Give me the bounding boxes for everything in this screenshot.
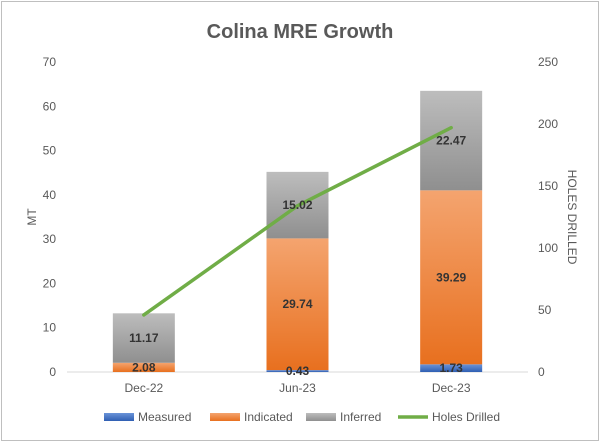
y2-tick-label: 200 [538, 117, 558, 131]
y2-tick-label: 100 [538, 241, 558, 255]
chart-title: Colina MRE Growth [207, 21, 394, 43]
data-label: 39.29 [436, 270, 466, 284]
line-holes-drilled [142, 125, 453, 317]
legend-swatch [306, 413, 336, 421]
bar-indicated [266, 238, 329, 371]
y-tick-label: 70 [43, 55, 57, 69]
data-labels: 2.08 11.17 0.43 29.74 15.02 1.73 39.29 22.47 [129, 134, 466, 378]
bar-indicated [420, 190, 483, 365]
y-axis-ticks: 0 10 20 30 40 50 60 70 [43, 55, 57, 379]
legend-label: Indicated [244, 410, 293, 424]
y2-axis-ticks: 0 50 100 150 200 250 [538, 55, 558, 379]
data-label: 29.74 [282, 297, 312, 311]
y-tick-label: 30 [43, 232, 57, 246]
y2-tick-label: 250 [538, 55, 558, 69]
legend: Measured Indicated Inferred Holes Drilled [104, 410, 500, 424]
legend-swatch [104, 413, 134, 421]
legend-swatch [210, 413, 240, 421]
data-label: 11.17 [129, 331, 159, 345]
y-tick-label: 20 [43, 276, 57, 290]
y2-tick-label: 50 [538, 303, 552, 317]
data-label: 0.43 [286, 364, 310, 378]
bar-measured [266, 370, 329, 372]
y2-tick-label: 150 [538, 179, 558, 193]
y-tick-label: 50 [43, 144, 57, 158]
x-tick-label: Jun-23 [279, 381, 316, 395]
data-label: 22.47 [436, 134, 466, 148]
x-tick-label: Dec-22 [124, 381, 163, 395]
x-axis-ticks: Dec-22 Jun-23 Dec-23 [124, 381, 470, 395]
bar-measured [420, 364, 483, 372]
y2-axis-label: HOLES DRILLED [565, 170, 579, 265]
data-label: 15.02 [282, 198, 312, 212]
y-axis-label: MT [25, 208, 39, 226]
legend-label: Inferred [340, 410, 381, 424]
bar-inferred [420, 90, 483, 191]
line-series [142, 125, 453, 317]
y-tick-label: 60 [43, 99, 57, 113]
data-label: 1.73 [439, 361, 463, 375]
data-label: 2.08 [132, 360, 156, 374]
x-tick-label: Dec-23 [432, 381, 471, 395]
y-tick-label: 0 [49, 365, 56, 379]
bar-indicated [112, 362, 175, 372]
bar-series [112, 90, 483, 372]
y2-tick-label: 0 [538, 365, 545, 379]
bar-inferred [112, 313, 175, 363]
legend-label: Measured [138, 410, 191, 424]
y-tick-label: 10 [43, 321, 57, 335]
y-tick-label: 40 [43, 188, 57, 202]
legend-label: Holes Drilled [432, 410, 500, 424]
